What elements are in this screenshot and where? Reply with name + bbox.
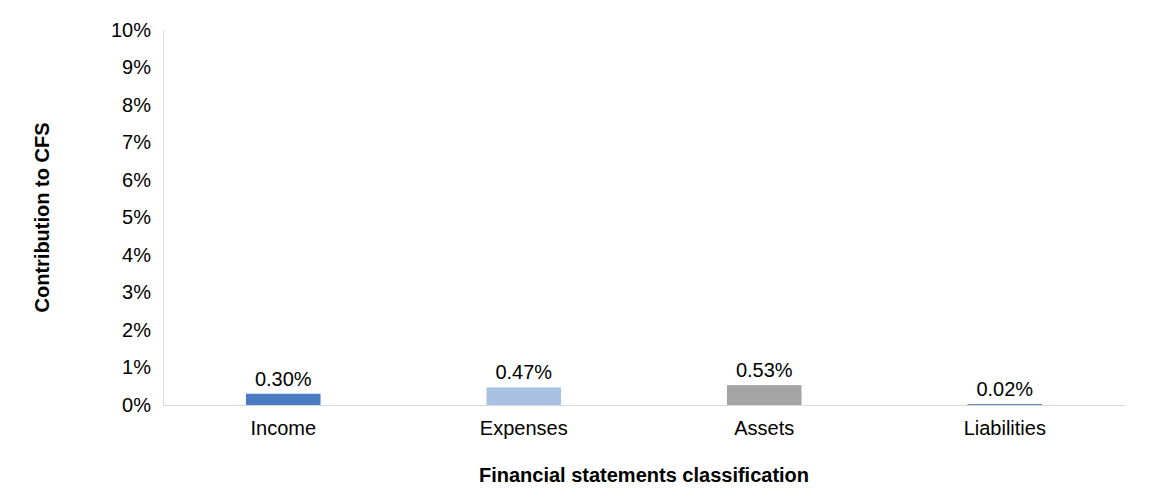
y-tick: 9%	[122, 56, 163, 78]
y-tick-label: 2%	[122, 319, 151, 341]
data-labels: 0.30% 0.47% 0.53% 0.02%	[255, 359, 1033, 400]
x-tick: Assets	[734, 405, 794, 439]
y-tick: 5%	[122, 206, 163, 228]
y-tick: 6%	[122, 169, 163, 191]
y-tick-label: 7%	[122, 131, 151, 153]
y-tick-label: 5%	[122, 206, 151, 228]
x-tick: Income	[250, 405, 316, 439]
y-tick: 1%	[122, 356, 163, 378]
y-axis-title: Contribution to CFS	[31, 123, 53, 313]
x-axis-title: Financial statements classification	[479, 464, 809, 486]
x-axis: Income Expenses Assets Liabilities	[164, 405, 1126, 439]
y-tick-label: 0%	[122, 394, 151, 416]
x-tick-label: Liabilities	[964, 417, 1046, 439]
y-tick: 7%	[122, 131, 163, 153]
bar	[486, 387, 561, 405]
data-label: 0.47%	[495, 361, 552, 383]
x-tick: Expenses	[480, 405, 568, 439]
x-tick-label: Income	[250, 417, 316, 439]
y-tick-label: 9%	[122, 56, 151, 78]
chart: 0% 1% 2% 3% 4% 5% 6% 7% 8% 9% 10% Income Expenses Ass…	[0, 0, 1159, 500]
y-tick-label: 6%	[122, 169, 151, 191]
y-axis-line	[163, 31, 164, 406]
data-label: 0.02%	[976, 378, 1033, 400]
x-axis-line	[164, 405, 1126, 406]
bars	[246, 385, 1042, 405]
plot: 0% 1% 2% 3% 4% 5% 6% 7% 8% 9% 10% Income Expenses Ass…	[111, 19, 1126, 439]
y-axis: 0% 1% 2% 3% 4% 5% 6% 7% 8% 9% 10%	[111, 19, 164, 416]
y-tick-label: 10%	[111, 19, 151, 41]
x-tick-label: Assets	[734, 417, 794, 439]
bar	[246, 394, 321, 405]
y-tick: 8%	[122, 94, 163, 116]
y-tick-label: 4%	[122, 244, 151, 266]
data-label: 0.30%	[255, 368, 312, 390]
y-tick: 2%	[122, 319, 163, 341]
y-tick: 3%	[122, 281, 163, 303]
bar	[967, 404, 1042, 405]
data-label: 0.53%	[736, 359, 793, 381]
x-tick-label: Expenses	[480, 417, 568, 439]
y-tick-label: 3%	[122, 281, 151, 303]
y-tick: 10%	[111, 19, 163, 41]
y-tick: 0%	[122, 394, 163, 416]
bar	[727, 385, 802, 405]
x-tick: Liabilities	[964, 405, 1046, 439]
y-tick: 4%	[122, 244, 163, 266]
y-tick-label: 8%	[122, 94, 151, 116]
y-tick-label: 1%	[122, 356, 151, 378]
